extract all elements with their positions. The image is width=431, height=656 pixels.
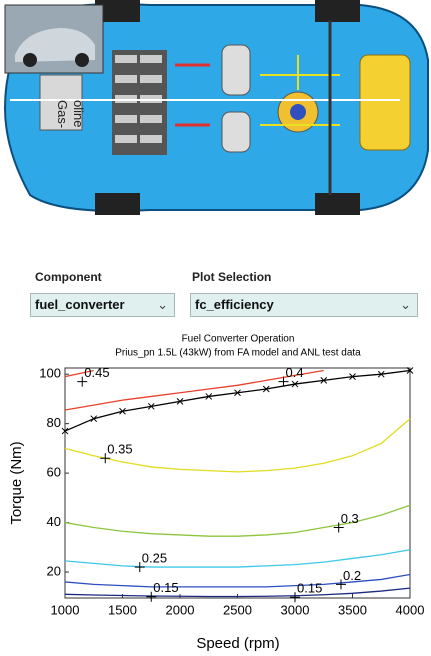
image-text: Gas- bbox=[55, 100, 70, 128]
x-tick-label: 2500 bbox=[223, 602, 252, 617]
plot-dropdown[interactable]: fc_efficiency ⌄ bbox=[190, 293, 418, 317]
chart: Fuel Converter Operation Prius_pn 1.5L (… bbox=[0, 326, 431, 656]
x-tick-label: 4000 bbox=[396, 602, 425, 617]
y-tick-label: 40 bbox=[47, 514, 61, 529]
page: Gas- oline Component Plot Selection fuel… bbox=[0, 0, 431, 656]
contour-label: 0.2 bbox=[343, 568, 361, 583]
y-tick-label: 20 bbox=[47, 563, 61, 578]
chart-title: Fuel Converter Operation bbox=[182, 334, 295, 345]
vehicle-image: Gas- oline bbox=[0, 0, 431, 215]
x-tick-label: 3500 bbox=[338, 602, 367, 617]
dropdown-arrow: ⌄ bbox=[400, 294, 411, 316]
y-tick-label: 100 bbox=[39, 366, 61, 381]
contour-label: 0.15 bbox=[153, 580, 178, 595]
x-axis-label: Speed (rpm) bbox=[196, 635, 279, 652]
contour-label: 0.3 bbox=[341, 511, 359, 526]
x-tick-label: 2000 bbox=[166, 602, 195, 617]
image-text: oline bbox=[71, 100, 86, 127]
x-tick-label: 3000 bbox=[281, 602, 310, 617]
contour-label: 0.45 bbox=[84, 365, 109, 380]
x-tick-label: 1500 bbox=[108, 602, 137, 617]
contour-label: 0.25 bbox=[142, 551, 167, 566]
y-tick-label: 60 bbox=[47, 465, 61, 480]
contour-label: 0.15 bbox=[297, 581, 322, 596]
y-axis-label: Torque (Nm) bbox=[8, 441, 25, 524]
plot-area bbox=[65, 368, 410, 598]
dropdown-value: fuel_converter bbox=[35, 297, 125, 312]
component-dropdown[interactable]: fuel_converter ⌄ bbox=[30, 293, 175, 317]
chart-subtitle: Prius_pn 1.5L (43kW) from FA model and A… bbox=[115, 348, 361, 359]
dropdown-arrow: ⌄ bbox=[157, 294, 168, 316]
contour-label: 0.35 bbox=[107, 442, 132, 457]
x-tick-label: 1000 bbox=[51, 602, 80, 617]
y-tick-label: 80 bbox=[47, 415, 61, 430]
plot-label: Plot Selection bbox=[192, 270, 271, 284]
dropdown-value: fc_efficiency bbox=[195, 297, 274, 312]
component-label: Component bbox=[35, 270, 102, 284]
contour-label: 0.4 bbox=[286, 365, 304, 380]
